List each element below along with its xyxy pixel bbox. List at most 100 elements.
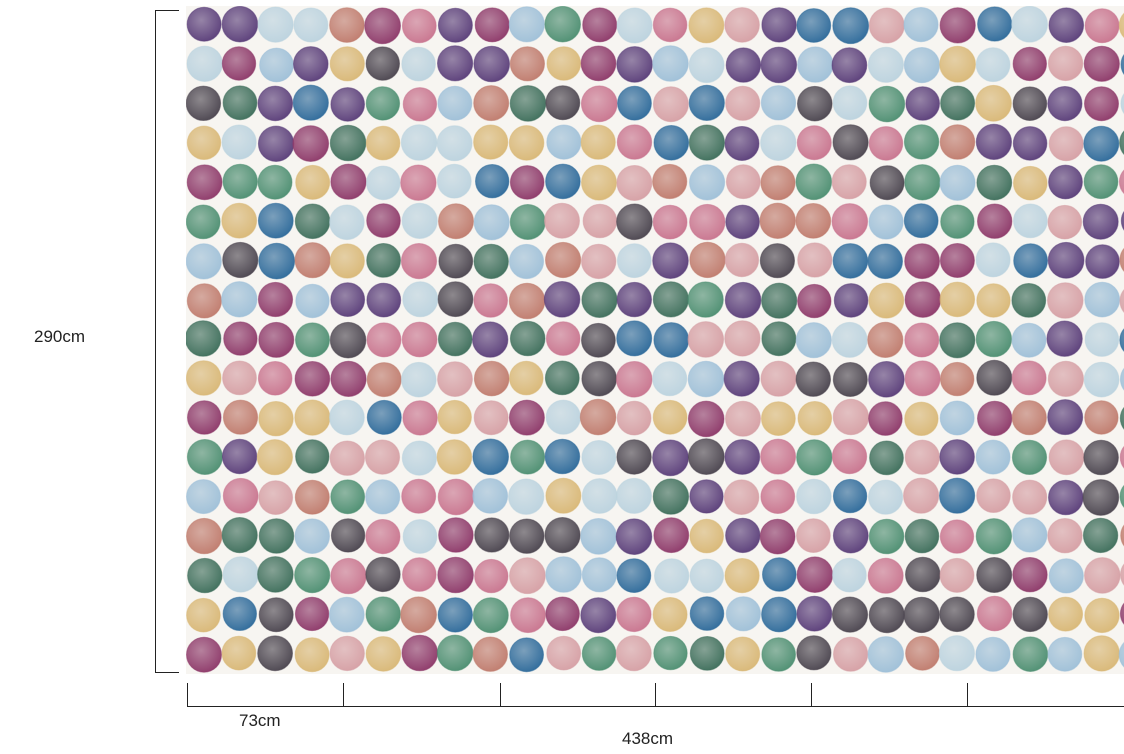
watercolor-dot [258,518,295,554]
watercolor-dot [509,518,545,554]
watercolor-dot [939,400,975,436]
watercolor-dot [724,7,760,43]
watercolor-dot [186,243,222,280]
watercolor-dot [544,6,581,43]
watercolor-dot [723,479,760,516]
watercolor-dot [580,597,617,634]
watercolor-dot [365,86,401,121]
watercolor-dot [295,283,330,319]
watercolor-dot [652,439,689,477]
watercolor-dot [581,243,617,280]
watercolor-dot [473,243,509,280]
watercolor-dot [832,517,869,554]
watercolor-dot [221,635,257,671]
watercolor-dot [938,635,976,672]
watercolor-dot [545,596,580,632]
watercolor-dot [580,45,617,82]
watercolor-dot [831,203,869,240]
width-tick [187,683,188,707]
watercolor-dot [903,203,939,239]
watercolor-dot [1012,636,1049,673]
watercolor-dot [186,636,222,673]
watercolor-dot [760,165,796,201]
watercolor-dot [975,47,1011,83]
watercolor-dot [975,439,1011,475]
watercolor-dot [832,7,870,45]
watercolor-dot [652,478,690,515]
watercolor-dot [759,202,796,240]
watercolor-dot [475,164,510,199]
watercolor-dot [616,7,653,44]
watercolor-dot [759,243,796,279]
watercolor-dot [653,322,690,358]
watercolor-dot [905,556,941,593]
watercolor-dot [867,321,904,358]
watercolor-dot [509,165,545,200]
watercolor-dot [652,242,689,279]
watercolor-dot [365,636,402,672]
watercolor-dot [867,636,905,673]
watercolor-dot [222,163,258,200]
watercolor-dot [975,518,1013,555]
watercolor-dot [473,45,511,83]
watercolor-dot [832,557,867,593]
watercolor-dot [725,204,760,240]
watercolor-dot [725,400,761,437]
watercolor-dot [401,478,437,514]
watercolor-dot [1048,479,1084,516]
watercolor-dot [438,203,474,240]
watercolor-dot [330,87,365,122]
watercolor-dot [1046,320,1083,357]
watercolor-dot [437,399,472,435]
watercolor-dot [474,517,510,553]
watercolor-dot [581,440,617,475]
watercolor-dot [904,164,941,201]
watercolor-dot [509,320,546,357]
watercolor-dot [365,479,401,515]
watercolor-dot [616,243,652,279]
watercolor-dot [831,47,868,84]
watercolor-dot [402,87,438,122]
panel-width-label: 73cm [239,711,281,730]
watercolor-dot [437,321,473,357]
watercolor-dot [1118,12,1124,39]
watercolor-dot [1082,517,1119,554]
watercolor-dot [1011,6,1048,43]
watercolor-dot [724,320,761,357]
watercolor-dot [437,45,474,82]
watercolor-dot [329,124,367,162]
watercolor-dot [868,204,904,240]
watercolor-dot [294,242,331,279]
watercolor-dot [437,281,474,318]
watercolor-dot [187,557,223,594]
watercolor-dot [257,635,293,672]
watercolor-dot [330,479,366,515]
watercolor-dot [186,125,222,161]
watercolor-dot [329,46,365,82]
watercolor-dot [1120,563,1124,586]
width-tick [811,683,812,707]
watercolor-dot [473,124,509,160]
watercolor-dot [904,439,940,475]
watercolor-dot [688,84,725,122]
watercolor-dot [725,596,762,632]
watercolor-dot [939,45,976,83]
watercolor-dot [1047,241,1085,279]
watercolor-dot [688,164,726,201]
watercolor-dot [904,243,940,280]
watercolor-dot [687,321,725,358]
watercolor-dot [868,479,904,515]
watercolor-dot [294,637,330,673]
watercolor-dot [795,203,832,239]
watercolor-dot [796,439,833,476]
watercolor-dot [724,439,761,475]
watercolor-dot [221,202,258,239]
watercolor-dot [616,558,652,593]
watercolor-dot [581,478,618,514]
watercolor-dot [545,241,582,279]
watercolor-dot [1084,8,1120,44]
watercolor-dot [438,243,474,279]
watercolor-dot [795,163,833,201]
watercolor-dot [797,46,834,83]
watercolor-dot [222,399,259,435]
